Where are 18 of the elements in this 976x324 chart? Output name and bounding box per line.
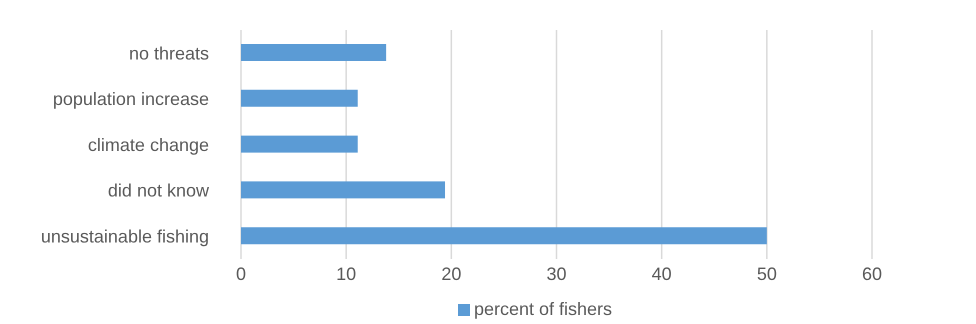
bar <box>241 227 767 244</box>
y-tick-label: unsustainable fishing <box>40 226 209 246</box>
y-tick-label: climate change <box>88 134 209 155</box>
x-tick-label: 40 <box>652 264 672 284</box>
x-tick-label: 10 <box>336 264 356 284</box>
x-tick-label: 20 <box>441 264 462 284</box>
bar <box>241 90 358 107</box>
x-tick-label: 60 <box>862 264 882 284</box>
bar <box>241 136 358 153</box>
legend-label: percent of fishers <box>474 299 612 319</box>
x-tick-label: 0 <box>236 264 246 284</box>
y-tick-label: no threats <box>128 43 209 64</box>
y-tick-label: did not know <box>108 180 210 201</box>
bar <box>241 44 386 61</box>
bar <box>241 181 446 198</box>
y-tick-label: population increase <box>52 89 209 110</box>
x-tick-label: 50 <box>756 264 777 284</box>
x-tick-label: 30 <box>546 264 567 284</box>
